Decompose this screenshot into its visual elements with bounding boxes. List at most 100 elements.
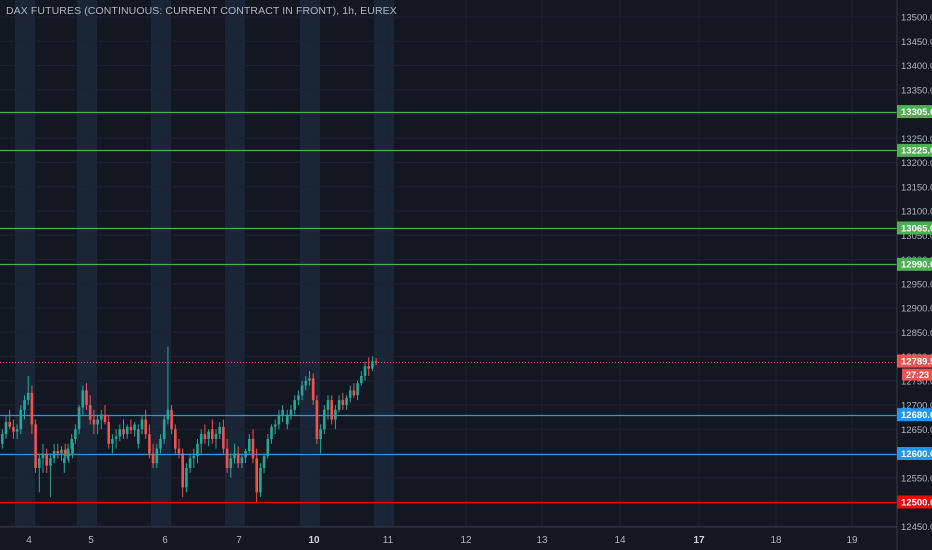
candle-body[interactable]	[315, 400, 319, 439]
candle-body[interactable]	[34, 424, 37, 469]
candle-body[interactable]	[26, 392, 30, 401]
candle-body[interactable]	[118, 429, 122, 437]
candle-body[interactable]	[218, 426, 221, 435]
candle-body[interactable]	[81, 390, 85, 408]
candle-body[interactable]	[371, 361, 374, 369]
candle-body[interactable]	[326, 400, 330, 410]
candle-body[interactable]	[63, 449, 67, 456]
candle-body[interactable]	[345, 397, 348, 405]
candle-body[interactable]	[74, 429, 77, 439]
candle-body[interactable]	[196, 443, 199, 456]
candle-body[interactable]	[125, 426, 129, 435]
candle-body[interactable]	[337, 400, 341, 410]
candle-body[interactable]	[4, 421, 8, 435]
level-price-label-bg[interactable]	[897, 105, 932, 119]
time-axis[interactable]: 4 5 6 7 10 11 12 13 14 17 18 19	[26, 535, 858, 546]
candle-body[interactable]	[319, 429, 322, 439]
candle-body[interactable]	[334, 409, 337, 420]
candle-body[interactable]	[177, 448, 181, 454]
candle-body[interactable]	[225, 448, 229, 469]
candle-body[interactable]	[170, 409, 173, 430]
candle-body[interactable]	[92, 419, 96, 425]
candle-body[interactable]	[341, 400, 345, 405]
candle-body[interactable]	[259, 468, 262, 493]
candle-body[interactable]	[63, 458, 66, 464]
candle-body[interactable]	[266, 438, 270, 456]
candle-body[interactable]	[137, 429, 140, 444]
candle-body[interactable]	[70, 438, 73, 449]
candle-body[interactable]	[85, 390, 88, 405]
candle-body[interactable]	[41, 453, 45, 459]
candle-body[interactable]	[304, 380, 308, 386]
candle-body[interactable]	[114, 436, 118, 439]
candle-body[interactable]	[233, 453, 236, 459]
level-price-label-bg[interactable]	[897, 221, 932, 235]
candle-body[interactable]	[1, 434, 4, 444]
candle-body[interactable]	[66, 448, 70, 459]
candle-body[interactable]	[12, 426, 15, 432]
candle-body[interactable]	[192, 455, 196, 459]
candle-body[interactable]	[262, 455, 266, 469]
candle-body[interactable]	[251, 438, 255, 459]
candle-body[interactable]	[8, 421, 11, 427]
candle-body[interactable]	[255, 458, 258, 493]
candle-body[interactable]	[38, 458, 41, 469]
candle-body[interactable]	[248, 438, 251, 452]
candle-body[interactable]	[185, 468, 188, 488]
candle-body[interactable]	[229, 458, 233, 469]
candle-body[interactable]	[289, 409, 293, 415]
candle-body[interactable]	[111, 438, 114, 444]
candle-body[interactable]	[277, 414, 281, 425]
candle-body[interactable]	[159, 438, 162, 449]
candle-body[interactable]	[144, 419, 147, 435]
level-price-label-bg[interactable]	[897, 257, 932, 271]
candle-body[interactable]	[374, 361, 378, 363]
candle-body[interactable]	[240, 457, 244, 464]
candle-body[interactable]	[297, 395, 300, 401]
candle-body[interactable]	[330, 400, 333, 420]
candle-body[interactable]	[207, 431, 210, 439]
candle-body[interactable]	[352, 390, 356, 396]
candle-body[interactable]	[151, 453, 155, 464]
candle-body[interactable]	[281, 409, 284, 415]
candle-body[interactable]	[356, 383, 359, 396]
candle-body[interactable]	[23, 400, 26, 410]
candle-body[interactable]	[199, 434, 203, 444]
candle-body[interactable]	[96, 419, 99, 425]
candle-body[interactable]	[311, 378, 315, 401]
candle-body[interactable]	[133, 424, 136, 431]
candle-body[interactable]	[273, 424, 277, 427]
candle-body[interactable]	[323, 409, 326, 430]
candle-body[interactable]	[155, 448, 159, 464]
level-price-label-bg[interactable]	[897, 495, 932, 509]
candle-body[interactable]	[19, 409, 23, 430]
candle-body[interactable]	[148, 434, 151, 454]
candle-body[interactable]	[188, 458, 192, 469]
candle-body[interactable]	[140, 419, 144, 430]
candle-body[interactable]	[60, 449, 63, 454]
candle-body[interactable]	[15, 429, 19, 432]
candle-body[interactable]	[308, 378, 311, 381]
candle-body[interactable]	[360, 375, 363, 384]
candle-body[interactable]	[300, 385, 304, 396]
candle-body[interactable]	[244, 451, 247, 458]
candle-body[interactable]	[100, 414, 103, 420]
candle-body[interactable]	[367, 366, 370, 369]
candle-body[interactable]	[52, 451, 56, 459]
candle-body[interactable]	[293, 400, 296, 410]
candle-body[interactable]	[129, 426, 133, 431]
level-price-label-bg[interactable]	[897, 408, 932, 422]
level-price-label-bg[interactable]	[897, 447, 932, 460]
candle-body[interactable]	[77, 407, 81, 430]
candle-body[interactable]	[45, 453, 48, 466]
candle-body[interactable]	[103, 414, 107, 422]
candle-body[interactable]	[49, 458, 52, 466]
candle-body[interactable]	[174, 429, 177, 449]
candle-body[interactable]	[214, 434, 218, 439]
candle-body[interactable]	[203, 434, 207, 439]
candle-body[interactable]	[166, 409, 170, 420]
candle-body[interactable]	[286, 414, 289, 425]
candle-body[interactable]	[348, 390, 352, 398]
